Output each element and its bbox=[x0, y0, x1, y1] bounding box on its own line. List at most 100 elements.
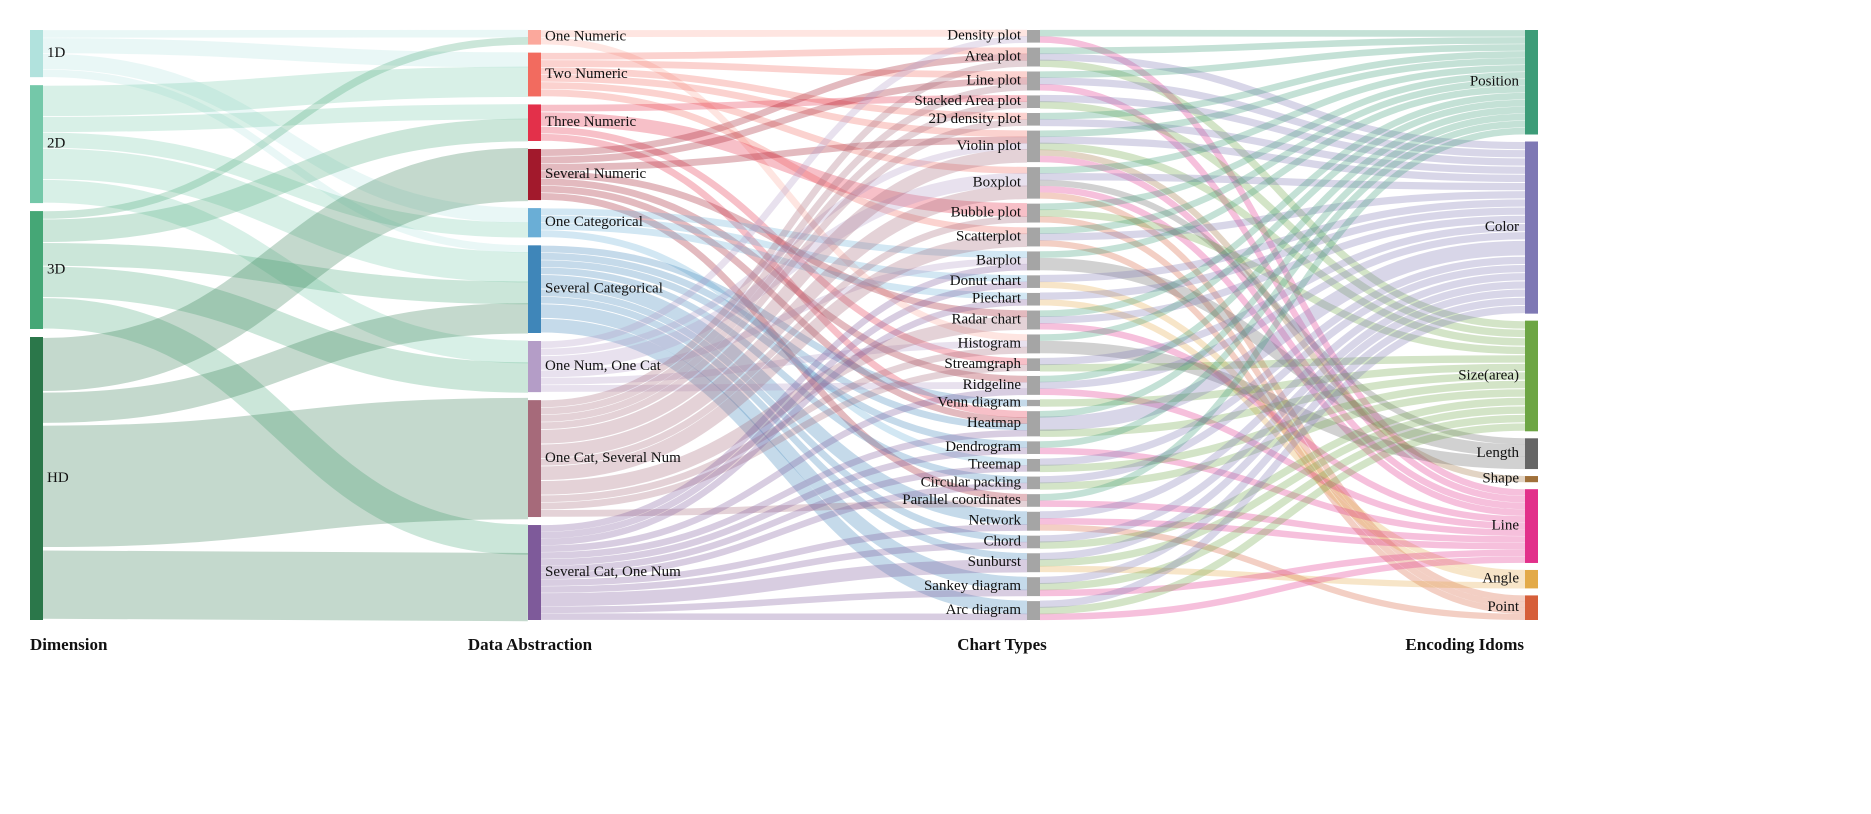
node-1D[interactable] bbox=[30, 30, 43, 78]
link-sunburst-to-angle bbox=[1039, 565, 1526, 589]
node-several_categorical[interactable] bbox=[528, 245, 541, 333]
node-HD[interactable] bbox=[30, 337, 43, 620]
node-3D[interactable] bbox=[30, 211, 43, 329]
column-title-data-abstraction: Data Abstraction bbox=[468, 635, 593, 654]
node-bubble_plot[interactable] bbox=[1027, 203, 1040, 223]
node-treemap[interactable] bbox=[1027, 458, 1040, 472]
link-three_numeric-to-heatmap bbox=[540, 133, 1028, 418]
link-2D-to-one_categorical bbox=[42, 132, 529, 238]
node-donut_chart[interactable] bbox=[1027, 275, 1040, 288]
link-HD-to-several_cat_one_num bbox=[42, 550, 529, 622]
node-point[interactable] bbox=[1525, 595, 1538, 620]
node-sunburst[interactable] bbox=[1027, 553, 1040, 573]
node-area_plot[interactable] bbox=[1027, 47, 1040, 67]
node-scatterplot[interactable] bbox=[1027, 227, 1040, 247]
node-network[interactable] bbox=[1027, 511, 1040, 531]
node-several_cat_one_num[interactable] bbox=[528, 525, 541, 620]
link-bubble_plot-to-position bbox=[1039, 71, 1526, 211]
node-one_cat_several_num[interactable] bbox=[528, 400, 541, 518]
node-one_categorical[interactable] bbox=[528, 208, 541, 238]
node-label-parallel_coordinates: Parallel coordinates bbox=[902, 492, 1021, 508]
link-one_cat_several_num-to-stacked_area_plot bbox=[540, 101, 1028, 422]
link-violin_plot-to-color bbox=[1039, 136, 1526, 183]
node-length[interactable] bbox=[1525, 438, 1538, 470]
link-3D-to-several_categorical bbox=[42, 242, 529, 305]
link-three_numeric-to-streamgraph bbox=[540, 126, 1028, 365]
link-sankey_diagram-to-line bbox=[1039, 549, 1526, 597]
node-venn_diagram[interactable] bbox=[1027, 399, 1040, 407]
link-2D-to-several_categorical bbox=[42, 148, 529, 283]
node-several_numeric[interactable] bbox=[528, 148, 541, 201]
link-several_categorical-to-venn_diagram bbox=[540, 245, 1028, 407]
link-one_num_one_cat-to-histogram bbox=[540, 340, 1028, 385]
link-heatmap-to-color bbox=[1039, 240, 1526, 432]
node-color[interactable] bbox=[1525, 141, 1538, 314]
link-several_cat_one_num-to-barplot bbox=[540, 263, 1028, 532]
node-barplot[interactable] bbox=[1027, 251, 1040, 271]
node-boxplot[interactable] bbox=[1027, 167, 1040, 199]
node-label-density_plot: Density plot bbox=[947, 28, 1022, 44]
node-parallel_coordinates[interactable] bbox=[1027, 494, 1040, 507]
node-position[interactable] bbox=[1525, 30, 1538, 135]
node-shape[interactable] bbox=[1525, 476, 1538, 483]
node-heatmap[interactable] bbox=[1027, 411, 1040, 437]
node-label-one_numeric: One Numeric bbox=[545, 29, 627, 45]
link-arc_diagram-to-line bbox=[1039, 556, 1526, 621]
node-label-arc_diagram: Arc diagram bbox=[946, 602, 1022, 618]
node-ridgeline[interactable] bbox=[1027, 375, 1040, 395]
node-label-2d_density_plot: 2D density plot bbox=[929, 111, 1022, 127]
link-one_categorical-to-donut_chart bbox=[540, 215, 1028, 282]
node-label-sankey_diagram: Sankey diagram bbox=[924, 578, 1021, 594]
link-line_plot-to-line bbox=[1039, 84, 1526, 503]
node-three_numeric[interactable] bbox=[528, 104, 541, 141]
link-several_numeric-to-heatmap bbox=[540, 185, 1028, 425]
link-violin_plot-to-line bbox=[1039, 155, 1526, 510]
link-heatmap-to-position bbox=[1039, 113, 1526, 418]
link-bubble_plot-to-size_area bbox=[1039, 209, 1526, 355]
node-line_plot[interactable] bbox=[1027, 71, 1040, 91]
node-dendrogram[interactable] bbox=[1027, 441, 1040, 454]
link-several_numeric-to-ridgeline bbox=[540, 178, 1028, 383]
link-ridgeline-to-color bbox=[1039, 232, 1526, 390]
link-2d_density_plot-to-color bbox=[1039, 118, 1526, 174]
link-one_cat_several_num-to-boxplot bbox=[540, 185, 1028, 459]
node-size_area[interactable] bbox=[1525, 320, 1538, 432]
node-density_plot[interactable] bbox=[1027, 30, 1040, 43]
node-sankey_diagram[interactable] bbox=[1027, 577, 1040, 597]
link-2D-to-two_numeric bbox=[42, 66, 529, 117]
node-stacked_area_plot[interactable] bbox=[1027, 95, 1040, 109]
node-label-scatterplot: Scatterplot bbox=[956, 228, 1022, 244]
node-arc_diagram[interactable] bbox=[1027, 601, 1040, 620]
node-one_num_one_cat[interactable] bbox=[528, 341, 541, 393]
link-several_numeric-to-parallel_coordinates bbox=[540, 193, 1028, 501]
link-piechart-to-color bbox=[1039, 207, 1526, 300]
node-label-area_plot: Area plot bbox=[965, 48, 1022, 64]
node-label-three_numeric: Three Numeric bbox=[545, 114, 637, 130]
link-1D-to-two_numeric bbox=[42, 38, 529, 68]
node-radar_chart[interactable] bbox=[1027, 310, 1040, 330]
node-streamgraph[interactable] bbox=[1027, 358, 1040, 371]
node-line[interactable] bbox=[1525, 489, 1538, 563]
node-2D[interactable] bbox=[30, 85, 43, 204]
node-piechart[interactable] bbox=[1027, 292, 1040, 306]
link-dendrogram-to-position bbox=[1039, 120, 1526, 448]
node-label-one_num_one_cat: One Num, One Cat bbox=[545, 358, 662, 374]
node-one_numeric[interactable] bbox=[528, 30, 541, 45]
node-violin_plot[interactable] bbox=[1027, 130, 1040, 163]
link-donut_chart-to-angle bbox=[1039, 281, 1526, 577]
node-label-violin_plot: Violin plot bbox=[956, 138, 1021, 154]
link-chord-to-size_area bbox=[1039, 397, 1526, 549]
node-histogram[interactable] bbox=[1027, 334, 1040, 354]
node-2d_density_plot[interactable] bbox=[1027, 113, 1040, 126]
link-several_cat_one_num-to-sunburst bbox=[540, 559, 1028, 607]
link-density_plot-to-line bbox=[1039, 36, 1526, 496]
node-label-3D: 3D bbox=[47, 261, 66, 277]
node-label-heatmap: Heatmap bbox=[967, 415, 1021, 431]
node-angle[interactable] bbox=[1525, 569, 1538, 589]
node-chord[interactable] bbox=[1027, 535, 1040, 549]
link-one_categorical-to-piechart bbox=[540, 222, 1028, 300]
node-label-2D: 2D bbox=[47, 136, 66, 152]
node-label-one_cat_several_num: One Cat, Several Num bbox=[545, 450, 681, 466]
node-circular_packing[interactable] bbox=[1027, 476, 1040, 490]
node-two_numeric[interactable] bbox=[528, 52, 541, 97]
